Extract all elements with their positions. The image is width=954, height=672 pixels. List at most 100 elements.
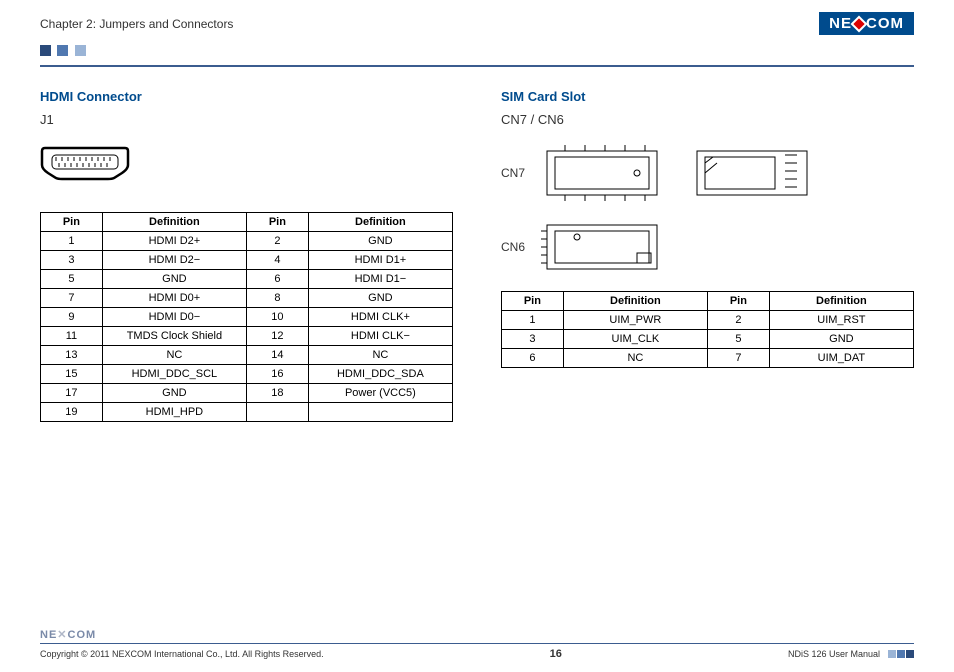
table-cell: 1 <box>41 232 103 251</box>
sim-pin-table: Pin Definition Pin Definition 1UIM_PWR2U… <box>501 291 914 368</box>
table-cell <box>246 403 308 422</box>
table-cell: 19 <box>41 403 103 422</box>
table-cell: 11 <box>41 327 103 346</box>
table-cell: NC <box>563 349 707 368</box>
table-cell: 14 <box>246 346 308 365</box>
table-cell: UIM_CLK <box>563 330 707 349</box>
table-cell: 2 <box>246 232 308 251</box>
footer-logo: NE✕COM <box>40 628 914 641</box>
table-cell: HDMI D0+ <box>102 289 246 308</box>
table-cell: 9 <box>41 308 103 327</box>
table-row: 1HDMI D2+2GND <box>41 232 453 251</box>
table-row: 9HDMI D0−10HDMI CLK+ <box>41 308 453 327</box>
table-cell: HDMI D2− <box>102 251 246 270</box>
left-column: HDMI Connector J1 Pin Definition Pin Def… <box>40 89 453 422</box>
table-row: 3UIM_CLK5GND <box>502 330 914 349</box>
table-cell: GND <box>102 270 246 289</box>
chapter-title: Chapter 2: Jumpers and Connectors <box>40 17 233 31</box>
table-cell: 5 <box>41 270 103 289</box>
table-row: 11TMDS Clock Shield12HDMI CLK− <box>41 327 453 346</box>
table-cell: NC <box>308 346 452 365</box>
table-cell: 6 <box>246 270 308 289</box>
table-cell: GND <box>102 384 246 403</box>
table-cell: 4 <box>246 251 308 270</box>
page-number: 16 <box>550 648 562 660</box>
table-cell: 8 <box>246 289 308 308</box>
table-cell: GND <box>308 232 452 251</box>
table-cell: HDMI D2+ <box>102 232 246 251</box>
table-cell: Power (VCC5) <box>308 384 452 403</box>
table-cell: HDMI D1+ <box>308 251 452 270</box>
footer-logo-left: NE <box>40 629 57 641</box>
hdmi-section-title: HDMI Connector <box>40 89 453 104</box>
sim-cn7-row: CN7 <box>501 143 914 203</box>
table-cell: 3 <box>41 251 103 270</box>
table-row: 6NC7UIM_DAT <box>502 349 914 368</box>
table-cell: 1 <box>502 311 564 330</box>
table-cell: 10 <box>246 308 308 327</box>
table-cell: TMDS Clock Shield <box>102 327 246 346</box>
table-cell: HDMI_DDC_SCL <box>102 365 246 384</box>
sim-cn6-diagram <box>537 217 677 277</box>
table-row: 5GND6HDMI D1− <box>41 270 453 289</box>
corner-squares-icon <box>888 650 914 658</box>
col-definition: Definition <box>769 292 913 311</box>
hdmi-subtitle: J1 <box>40 112 453 127</box>
accent-squares <box>0 43 954 65</box>
cn6-label: CN6 <box>501 240 525 254</box>
table-cell: HDMI_DDC_SDA <box>308 365 452 384</box>
page-header: Chapter 2: Jumpers and Connectors NE COM <box>0 0 954 43</box>
right-column: SIM Card Slot CN7 / CN6 CN7 CN6 <box>501 89 914 422</box>
col-definition: Definition <box>563 292 707 311</box>
logo-text-right: COM <box>866 15 904 32</box>
footer-row: Copyright © 2011 NEXCOM International Co… <box>40 648 914 660</box>
table-cell: HDMI_HPD <box>102 403 246 422</box>
table-row: 19HDMI_HPD <box>41 403 453 422</box>
col-pin: Pin <box>246 213 308 232</box>
hdmi-connector-diagram <box>40 143 453 188</box>
sim-cn7-diagram <box>537 143 817 203</box>
cn7-label: CN7 <box>501 166 525 180</box>
table-cell: HDMI CLK− <box>308 327 452 346</box>
table-cell: NC <box>102 346 246 365</box>
table-cell: HDMI CLK+ <box>308 308 452 327</box>
copyright-text: Copyright © 2011 NEXCOM International Co… <box>40 649 324 659</box>
table-cell: 7 <box>41 289 103 308</box>
table-header-row: Pin Definition Pin Definition <box>502 292 914 311</box>
logo-diamond-icon <box>851 15 868 32</box>
table-row: 17GND18Power (VCC5) <box>41 384 453 403</box>
table-cell: 18 <box>246 384 308 403</box>
sim-subtitle: CN7 / CN6 <box>501 112 914 127</box>
col-pin: Pin <box>41 213 103 232</box>
table-cell: 12 <box>246 327 308 346</box>
manual-name: NDiS 126 User Manual <box>788 649 880 659</box>
table-cell: GND <box>769 330 913 349</box>
col-definition: Definition <box>308 213 452 232</box>
table-cell: 3 <box>502 330 564 349</box>
accent-square-icon <box>75 45 86 56</box>
table-cell <box>308 403 452 422</box>
accent-square-icon <box>57 45 68 56</box>
table-cell: 15 <box>41 365 103 384</box>
table-cell: 13 <box>41 346 103 365</box>
accent-square-icon <box>40 45 51 56</box>
table-cell: HDMI D1− <box>308 270 452 289</box>
col-pin: Pin <box>707 292 769 311</box>
table-row: 7HDMI D0+8GND <box>41 289 453 308</box>
table-header-row: Pin Definition Pin Definition <box>41 213 453 232</box>
table-row: 3HDMI D2−4HDMI D1+ <box>41 251 453 270</box>
content-area: HDMI Connector J1 Pin Definition Pin Def… <box>0 67 954 422</box>
footer-logo-right: COM <box>68 629 97 641</box>
table-cell: UIM_PWR <box>563 311 707 330</box>
table-cell: UIM_DAT <box>769 349 913 368</box>
table-row: 13NC14NC <box>41 346 453 365</box>
col-definition: Definition <box>102 213 246 232</box>
logo-text-left: NE <box>829 15 852 32</box>
hdmi-pin-table: Pin Definition Pin Definition 1HDMI D2+2… <box>40 212 453 422</box>
table-cell: 2 <box>707 311 769 330</box>
table-row: 1UIM_PWR2UIM_RST <box>502 311 914 330</box>
table-cell: HDMI D0− <box>102 308 246 327</box>
table-cell: 6 <box>502 349 564 368</box>
nexcom-logo: NE COM <box>819 12 914 35</box>
sim-section-title: SIM Card Slot <box>501 89 914 104</box>
